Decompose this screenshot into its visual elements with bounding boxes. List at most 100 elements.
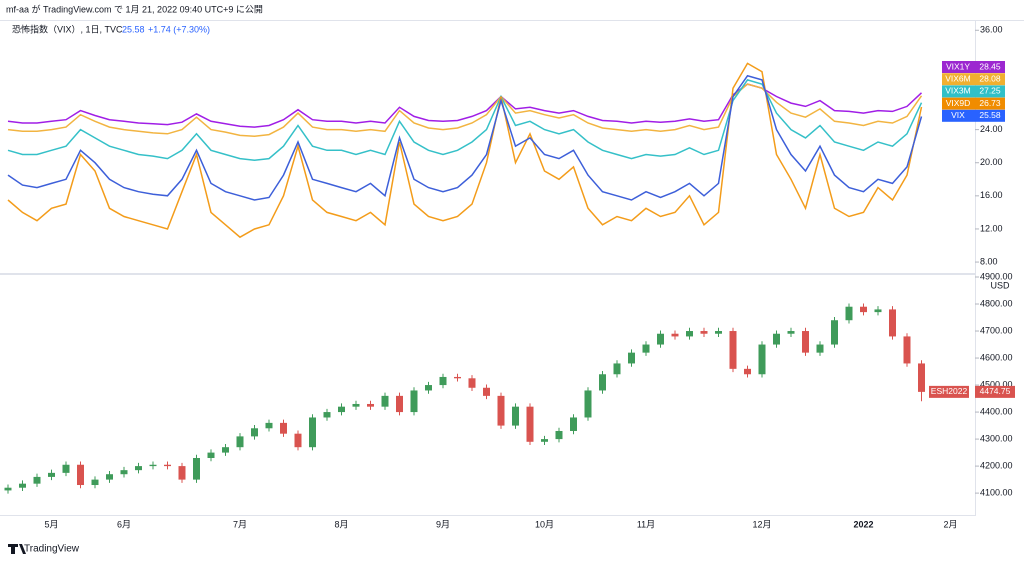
- y-tick-label: 4800.00: [980, 298, 1013, 308]
- series-line: [7, 62, 923, 239]
- y-tick-label: 4700.00: [980, 325, 1013, 335]
- candle-body: [323, 412, 331, 418]
- x-tick-label: 6月: [117, 519, 131, 529]
- candle-body: [918, 363, 925, 392]
- candle-body: [280, 422, 287, 434]
- y-tick-label: 4200.00: [980, 460, 1013, 470]
- series-line: [7, 74, 923, 201]
- candle-body: [845, 306, 853, 321]
- tag-value: 27.25: [979, 86, 1001, 96]
- candle-body: [860, 306, 867, 313]
- candle-body: [338, 406, 345, 413]
- tag-bg: [975, 109, 1005, 122]
- candle-body: [236, 436, 244, 448]
- candle-body: [599, 374, 606, 391]
- pane-separator: [0, 273, 976, 275]
- candle-body: [657, 333, 664, 345]
- candle-body: [802, 331, 809, 353]
- header-title: mf-aa が TradingView.com で 1月 21, 2022 09…: [6, 3, 263, 14]
- tag-bg: [975, 85, 1005, 98]
- candle-body: [222, 447, 229, 453]
- candle-body: [671, 333, 679, 337]
- candle-body: [541, 439, 548, 442]
- x-tick-label: 7月: [233, 519, 247, 529]
- tag-value: 28.45: [979, 61, 1001, 71]
- x-tick-label: 9月: [436, 519, 450, 529]
- candle-body: [149, 464, 157, 467]
- x-tick-label: 12月: [752, 519, 771, 529]
- candle-body: [106, 474, 113, 480]
- candle-body: [729, 331, 737, 369]
- candle-body: [831, 320, 838, 345]
- candle-body: [19, 483, 26, 488]
- candle-body: [265, 422, 273, 429]
- y-tick-label: 4600.00: [980, 352, 1013, 362]
- candle-body: [309, 417, 316, 448]
- symbol-tag-bg: [929, 385, 969, 398]
- candle-body: [787, 331, 795, 334]
- series-line: [7, 83, 923, 128]
- candle-body: [164, 464, 171, 467]
- y-tick-label: 4100.00: [980, 487, 1013, 497]
- price-tag-bg: [975, 385, 1015, 398]
- candle-body: [497, 395, 505, 426]
- candle-body: [686, 331, 693, 337]
- candle-body: [744, 368, 751, 375]
- tag-name: VIX6M: [945, 73, 971, 83]
- tag-bg: [975, 97, 1005, 110]
- tag-bg: [942, 97, 975, 110]
- symbol-tag: ESH2022: [931, 386, 968, 396]
- tag-name: VIX: [951, 110, 965, 120]
- tag-name: VIX1Y: [946, 61, 970, 71]
- y-tick-label: 8.00: [980, 256, 998, 266]
- tag-bg: [942, 73, 975, 86]
- candle-body: [62, 464, 70, 473]
- currency: USD: [990, 280, 1010, 290]
- tag-bg: [942, 61, 975, 73]
- series-line: [7, 79, 923, 161]
- y-tick-label: 20.00: [980, 157, 1003, 167]
- candle-body: [773, 333, 780, 345]
- x-tick-label: 5月: [44, 519, 58, 529]
- candle-body: [700, 331, 708, 334]
- candle-body: [889, 309, 896, 337]
- candle-body: [874, 309, 882, 313]
- candle-body: [352, 403, 360, 407]
- tag-value: 26.73: [979, 98, 1001, 108]
- legend-last: 25.58: [122, 24, 145, 34]
- y-tick-label: 4500.00: [980, 379, 1013, 389]
- candle-body: [903, 336, 911, 364]
- candle-body: [439, 376, 447, 386]
- brand: TradingView: [24, 544, 80, 555]
- candle-body: [483, 387, 490, 396]
- candle-body: [48, 472, 55, 477]
- candle-body: [613, 363, 621, 375]
- x-tick-label: 10月: [535, 519, 554, 529]
- candle-body: [758, 344, 766, 375]
- candle-body: [584, 390, 592, 418]
- y-tick-label: 24.00: [980, 124, 1003, 134]
- candle-body: [715, 331, 722, 334]
- tag-name: VIX3M: [945, 86, 971, 96]
- tag-value: 28.08: [979, 73, 1001, 83]
- candle-body: [77, 464, 84, 486]
- y-tick-label: 4400.00: [980, 406, 1013, 416]
- frame: [0, 20, 1024, 21]
- brand-logo: [8, 544, 26, 554]
- y-tick-label: 4300.00: [980, 433, 1013, 443]
- x-tick-label: 2022: [853, 519, 873, 529]
- price-axis-border: [975, 20, 976, 515]
- candle-body: [468, 378, 476, 388]
- time-axis-border: [0, 515, 976, 516]
- candle-body: [526, 406, 534, 442]
- candle-body: [425, 385, 432, 391]
- legend-change: +1.74 (+7.30%): [148, 24, 210, 34]
- y-tick-label: 16.00: [980, 190, 1003, 200]
- candle-body: [193, 457, 200, 480]
- candle-body: [570, 417, 577, 431]
- tag-bg: [975, 61, 1005, 73]
- tag-bg: [975, 73, 1005, 86]
